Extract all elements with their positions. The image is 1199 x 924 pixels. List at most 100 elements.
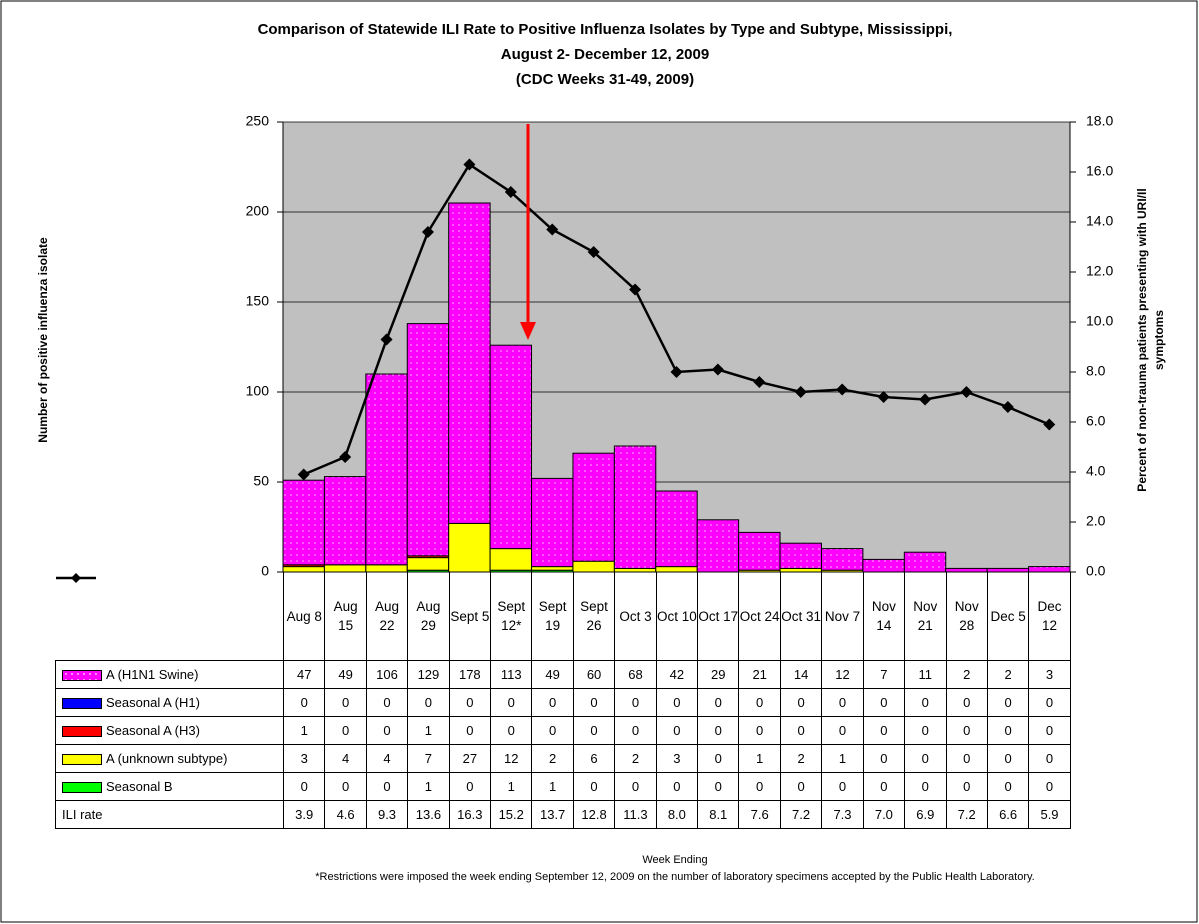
table-cell: 2 [986,660,1030,689]
y-tick-label: 0 [261,563,269,579]
table-cell: 0 [614,772,657,801]
table-cell: 0 [1028,716,1071,745]
y-tick-label: 150 [246,293,270,309]
x-tick-label: Nov 14 [862,572,906,661]
table-cell: 0 [365,688,409,717]
x-tick-label: Sept 12* [490,572,533,661]
table-cell: 0 [862,688,906,717]
table-cell: 0 [324,772,367,801]
ili-marker [629,283,642,296]
ili-marker [753,376,766,388]
table-cell: 29 [697,660,740,689]
bar-segment [903,551,947,573]
table-cell: 2 [614,744,657,773]
table-row: Seasonal A (H1) 0 0 0 0 0 0 0 0 0 0 0 0 0 0 0 0 0 0 0 [55,688,1071,717]
bar-segment [696,519,740,573]
table-cell: 0 [986,772,1030,801]
table-cell: 0 [282,688,326,717]
table-cell: 0 [407,688,450,717]
ili-marker [919,393,932,406]
bar-segment [779,542,822,569]
y2-tick-label: 2.0 [1086,513,1106,529]
table-cell: 106 [365,660,409,689]
x-tick-label: Oct 10 [655,572,699,661]
table-cell: 2 [531,744,574,773]
table-row: Seasonal A (H3) 1 0 0 1 0 0 0 0 0 0 0 0 0 0 0 0 0 0 0 [55,716,1071,745]
table-cell: 0 [986,716,1030,745]
bar-segment [531,477,574,568]
y2-tick-label: 0.0 [1086,563,1106,579]
bar-segment [489,344,533,550]
ili-marker [960,386,973,398]
table-cell: 6 [572,744,616,773]
table-cell: 60 [572,660,616,689]
table-cell: 6.9 [904,800,947,829]
legend-swatch [62,782,102,794]
x-tick-label: Dec 5 [986,572,1030,661]
table-cell: 0 [779,772,823,801]
y-tick-label: 200 [246,203,270,219]
x-tick-label: Aug 8 [282,572,326,661]
ili-marker [670,366,683,378]
ili-marker [463,158,476,171]
x-tick-label: Dec 12 [1028,572,1071,661]
legend-swatch [62,726,102,738]
table-cell: 0 [365,716,409,745]
y2-tick-label: 18.0 [1086,113,1113,129]
table-cell: 0 [986,744,1030,773]
bar-segment [489,548,533,571]
table-cell: 1 [738,744,781,773]
table-cell: 3 [282,744,326,773]
table-cell: 49 [324,660,367,689]
table-cell: 1 [531,772,574,801]
legend-marker [70,573,81,583]
table-cell: 0 [945,744,988,773]
table-cell: 9.3 [365,800,409,829]
table-cell: 13.7 [531,800,574,829]
table-cell: 0 [904,688,947,717]
table-cell: 0 [904,716,947,745]
x-tick-label: Aug 15 [324,572,367,661]
table-cell: 0 [572,688,616,717]
table-cell: 0 [490,688,533,717]
table-cell: 0 [324,688,367,717]
table-cell: 8.0 [655,800,699,829]
table-row: ILI rate 3.9 4.6 9.3 13.6 16.3 15.2 13.7 12.8 11.… [55,573,1071,829]
ili-marker [380,333,393,346]
bar-segment [738,531,781,571]
table-cell: 7.2 [945,800,988,829]
bar-segment [323,564,367,573]
x-axis-label: Week Ending [642,854,708,866]
x-tick-label: Sept 19 [531,572,574,661]
bar-segment [406,557,450,571]
table-cell: 178 [448,660,492,689]
table-cell: 7.0 [862,800,906,829]
y2-tick-label: 14.0 [1086,213,1113,229]
table-cell: 0 [614,716,657,745]
table-cell: 0 [572,772,616,801]
table-cell: 0 [448,772,492,801]
table-cell: 6.6 [986,800,1030,829]
table-cell: 14 [779,660,823,689]
y2-axis-label: symptoms [1152,310,1166,370]
ili-marker [794,386,807,398]
y2-tick-label: 12.0 [1086,263,1113,279]
ili-marker [339,451,352,463]
bar-segment [572,560,615,573]
legend-swatch [62,670,102,682]
y-tick-label: 50 [253,473,269,489]
table-cell: 0 [862,716,906,745]
table-cell: 129 [407,660,450,689]
table-cell: 0 [655,772,699,801]
chart-title: (CDC Weeks 31-49, 2009) [516,71,694,88]
table-cell: 11.3 [614,800,657,829]
table-cell: 0 [738,688,781,717]
x-tick-label: Oct 17 [697,572,740,661]
table-cell: 0 [490,716,533,745]
table-cell: 0 [821,716,864,745]
x-tick-label: Nov 7 [821,572,864,661]
ili-marker [836,383,849,396]
